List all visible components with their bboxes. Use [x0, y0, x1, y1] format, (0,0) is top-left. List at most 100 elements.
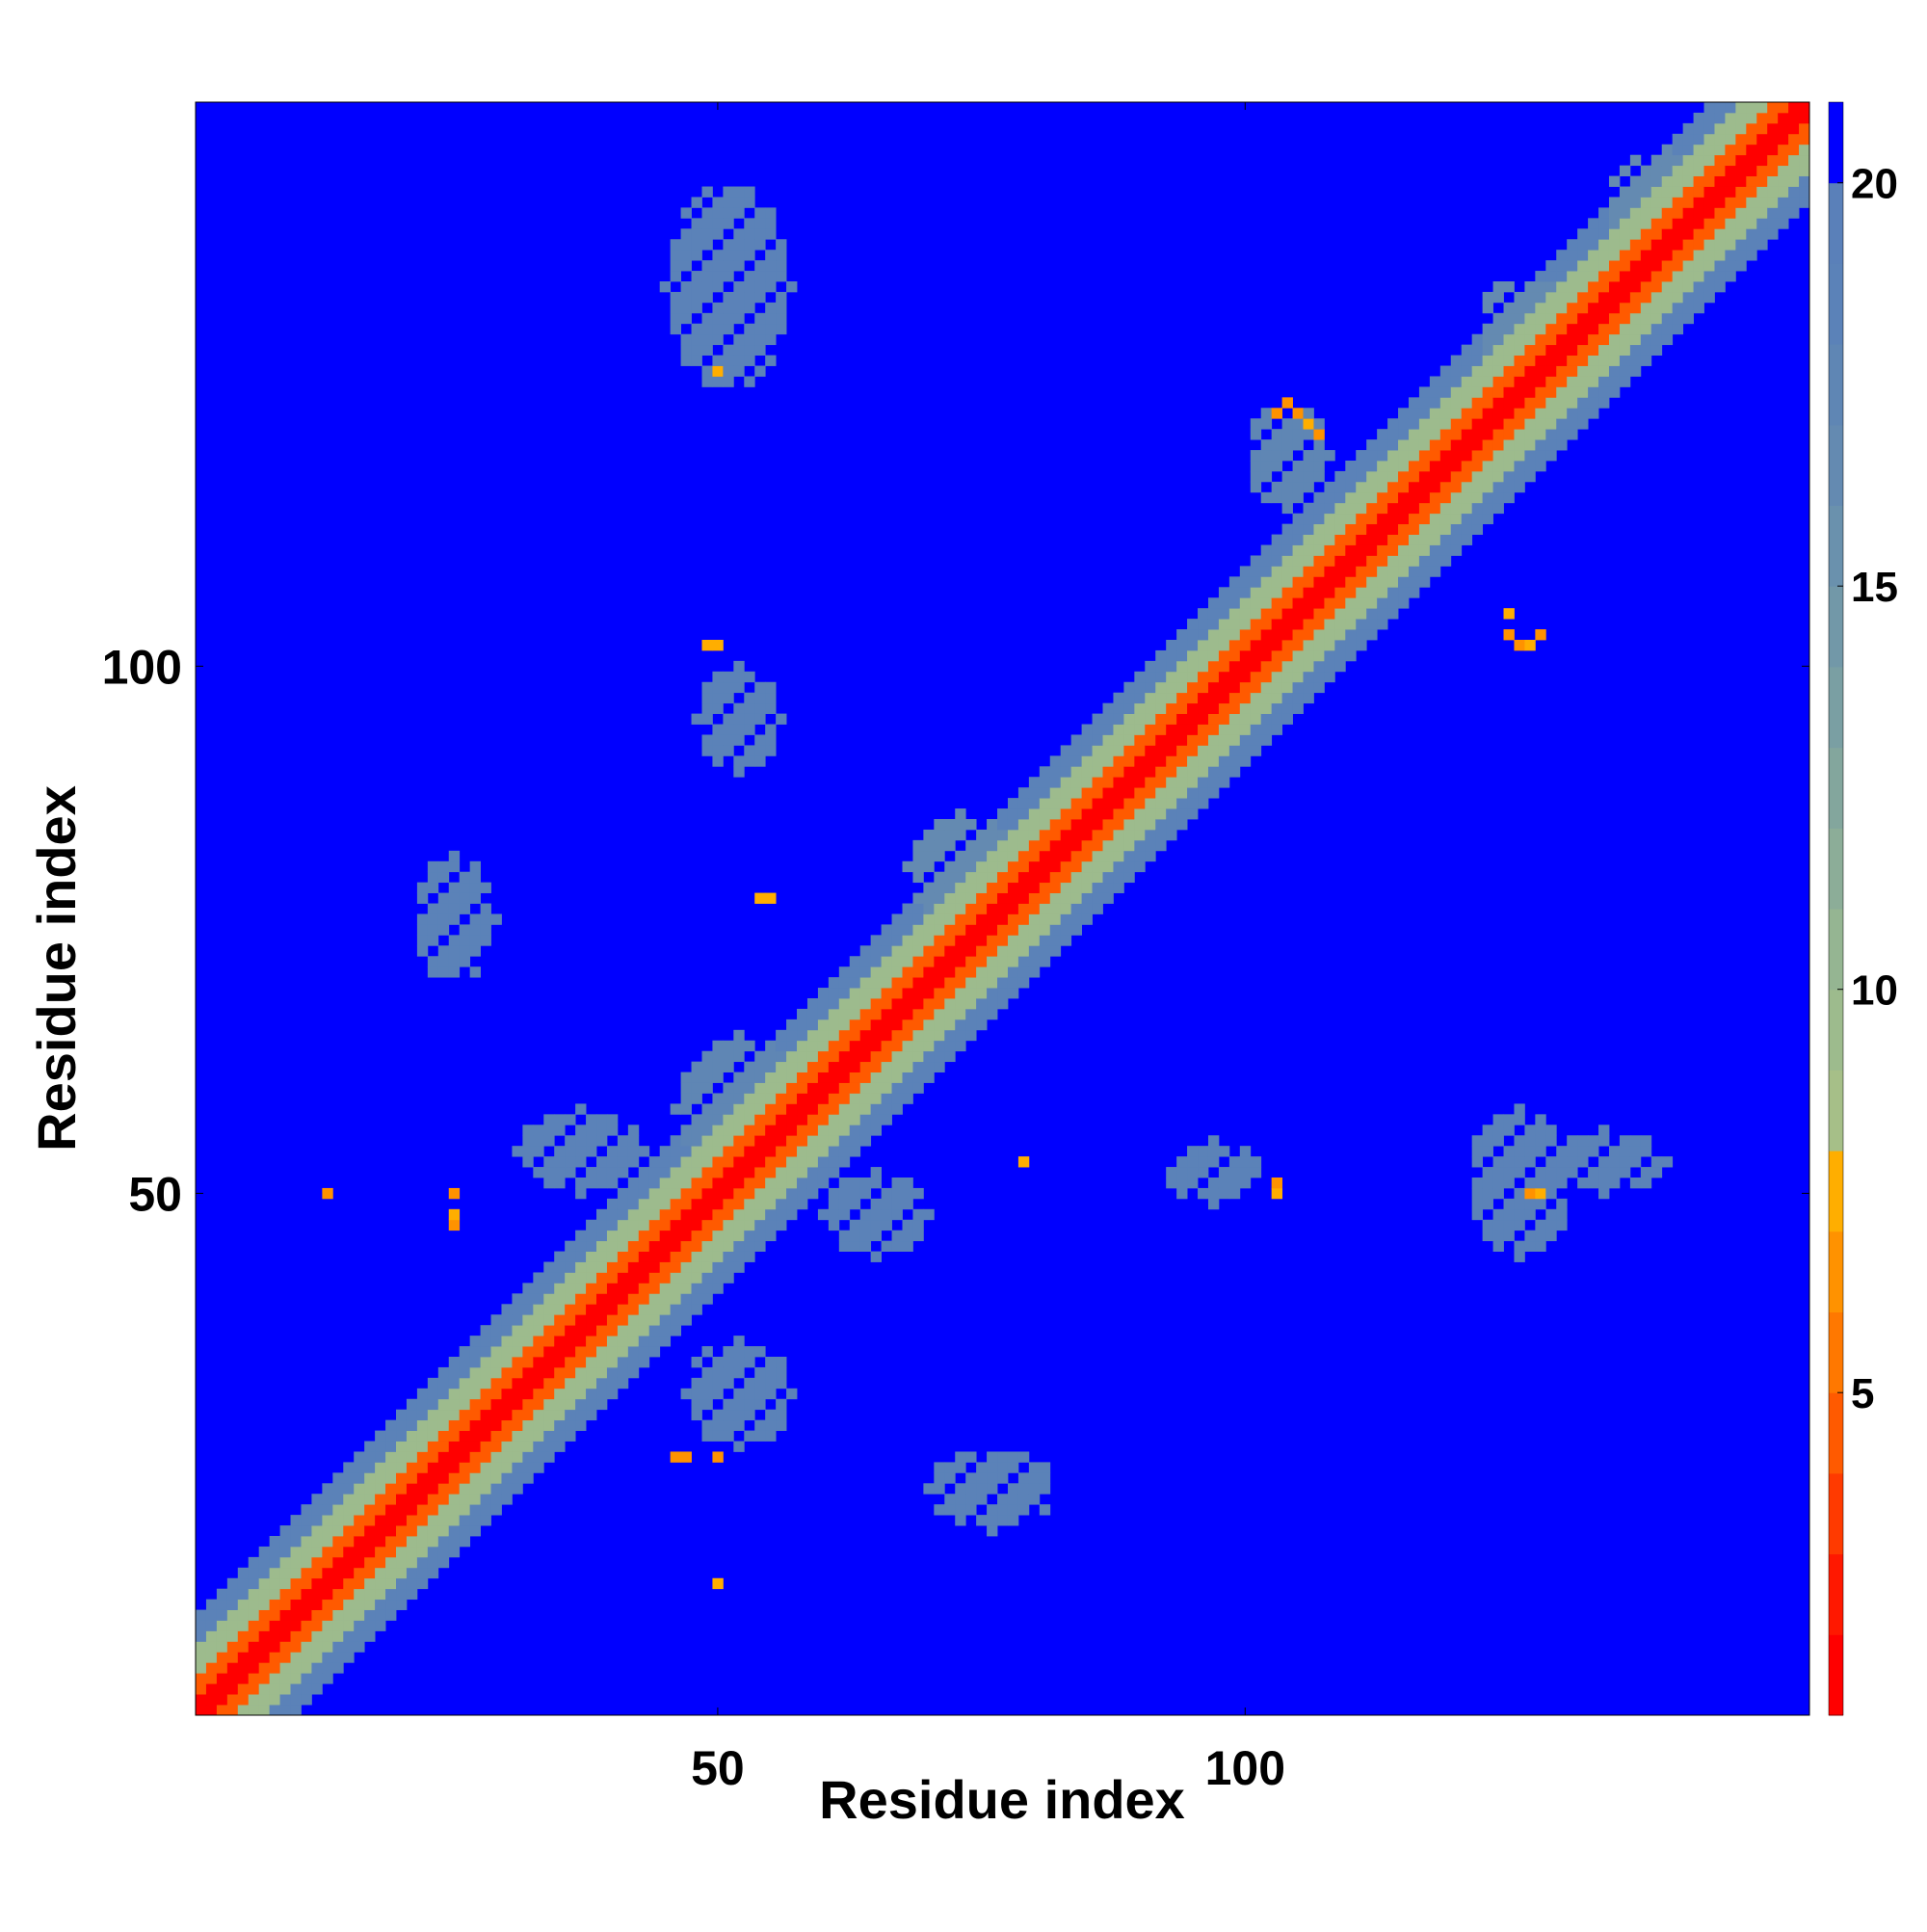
heatmap-cell [237, 1609, 250, 1621]
heatmap-cell [226, 1705, 239, 1716]
heatmap-cell [1313, 439, 1325, 451]
heatmap-cell [437, 924, 450, 936]
heatmap-cell [1650, 207, 1663, 219]
heatmap-cell [744, 692, 755, 704]
heatmap-cell [301, 1515, 312, 1526]
heatmap-cell [1028, 798, 1041, 809]
heatmap-cell [1007, 913, 1019, 925]
heatmap-cell [1524, 1135, 1536, 1147]
heatmap-cell [1250, 734, 1262, 746]
heatmap-cell [459, 1419, 471, 1431]
heatmap-cell [923, 956, 935, 967]
heatmap-cell [1017, 966, 1030, 978]
heatmap-cell [554, 1419, 566, 1431]
heatmap-cell [1176, 745, 1188, 756]
heatmap-cell [565, 1261, 576, 1273]
heatmap-cell [1366, 608, 1378, 620]
heatmap-cell [1155, 649, 1167, 662]
heatmap-cell [712, 1283, 724, 1294]
heatmap-cell [1007, 892, 1019, 904]
heatmap-cell [1028, 860, 1041, 873]
heatmap-cell [375, 1567, 386, 1579]
heatmap-cell [196, 1673, 207, 1684]
heatmap-cell [269, 1662, 280, 1674]
heatmap-cell [554, 1167, 566, 1178]
heatmap-cell [1598, 397, 1610, 409]
heatmap-cell [596, 1178, 608, 1189]
heatmap-cell [1450, 544, 1463, 556]
heatmap-cell [1577, 250, 1589, 261]
heatmap-cell [1271, 566, 1283, 577]
heatmap-cell [1060, 829, 1072, 841]
heatmap-cell [712, 1419, 724, 1431]
heatmap-cell [311, 1494, 323, 1505]
heatmap-cell [1588, 1135, 1599, 1147]
heatmap-cell [828, 1146, 840, 1157]
heatmap-cell [1039, 839, 1051, 852]
heatmap-cell [1081, 913, 1093, 925]
heatmap-cell [997, 839, 1009, 852]
heatmap-cell [691, 333, 702, 346]
heatmap-cell [691, 1167, 702, 1178]
heatmap-cell [838, 1208, 851, 1221]
heatmap-cell [691, 355, 702, 366]
heatmap-cell [806, 1008, 819, 1020]
heatmap-cell [301, 1630, 312, 1642]
heatmap-cell [1049, 850, 1062, 862]
heatmap-cell [1176, 702, 1188, 714]
heatmap-cell [934, 871, 945, 884]
heatmap-cell [533, 1314, 544, 1326]
heatmap-cell [596, 1135, 608, 1147]
heatmap-cell [606, 1146, 619, 1157]
heatmap-cell [437, 956, 450, 967]
heatmap-cell [817, 1050, 830, 1063]
heatmap-cell [765, 250, 777, 261]
heatmap-cell [786, 1040, 798, 1052]
heatmap-cell [1281, 671, 1293, 683]
heatmap-cell [1514, 408, 1525, 419]
heatmap-cell [1017, 977, 1030, 989]
heatmap-cell [1714, 281, 1726, 293]
heatmap-cell [1250, 450, 1262, 462]
colorbar-band [1829, 1472, 1843, 1555]
heatmap-cell [723, 1103, 734, 1115]
heatmap-cell [533, 1451, 544, 1463]
heatmap-cell [1756, 102, 1768, 114]
heatmap-cell [797, 1178, 808, 1189]
heatmap-cell [522, 1304, 534, 1315]
heatmap-cell [1250, 629, 1262, 641]
heatmap-cell [1714, 112, 1726, 124]
heatmap-cell [997, 1472, 1009, 1484]
heatmap-cell [1324, 660, 1335, 673]
heatmap-cell [723, 344, 734, 356]
heatmap-cell [976, 903, 988, 914]
heatmap-cell [216, 1652, 228, 1663]
heatmap-cell [1725, 165, 1736, 176]
heatmap-cell [723, 323, 734, 335]
heatmap-cell [1070, 787, 1083, 799]
heatmap-cell [290, 1694, 302, 1706]
heatmap-cell [459, 935, 471, 946]
heatmap-cell [1661, 228, 1674, 240]
heatmap-cell [1070, 766, 1083, 778]
heatmap-cell [1556, 355, 1568, 366]
heatmap-cell [1567, 1156, 1578, 1168]
heatmap-cell [1281, 491, 1293, 504]
heatmap-cell [1619, 333, 1631, 346]
heatmap-cell [776, 1082, 787, 1094]
heatmap-cell [533, 1125, 544, 1136]
heatmap-cell [1650, 197, 1663, 208]
heatmap-cell [1145, 724, 1156, 735]
heatmap-cell [659, 1146, 672, 1157]
heatmap-cell [902, 1061, 913, 1072]
heatmap-cell [1661, 165, 1674, 176]
heatmap-cell [343, 1630, 355, 1642]
heatmap-cell [638, 1230, 650, 1242]
heatmap-cell [1239, 724, 1252, 735]
heatmap-cell [680, 1082, 692, 1094]
heatmap-cell [1471, 1187, 1484, 1200]
heatmap-cell [1418, 450, 1431, 462]
heatmap-cell [1598, 344, 1610, 356]
heatmap-cell [670, 271, 681, 282]
heatmap-cell [427, 1409, 439, 1421]
